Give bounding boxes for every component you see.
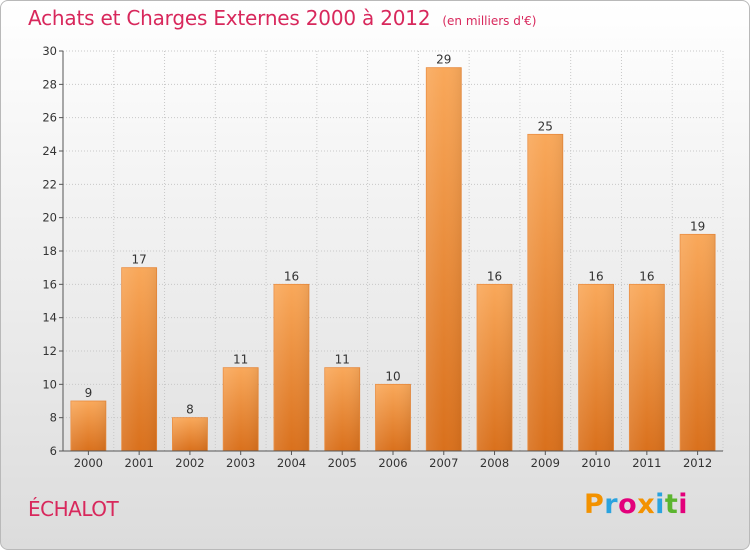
chart-subtitle: (en milliers d'€): [442, 14, 537, 28]
bar-shading: [527, 134, 563, 452]
y-tick-label: 24: [42, 144, 57, 158]
bar-shading: [324, 367, 360, 451]
x-tick-label: 2006: [378, 456, 407, 470]
x-tick-label: 2007: [429, 456, 458, 470]
x-tick-label: 2011: [632, 456, 661, 470]
bar-shading: [629, 284, 665, 451]
x-tick-label: 2012: [683, 456, 712, 470]
y-tick-label: 14: [42, 311, 57, 325]
x-tick-label: 2001: [125, 456, 154, 470]
y-tick-label: 8: [50, 411, 57, 425]
bar-shading: [121, 267, 157, 451]
x-tick-label: 2005: [328, 456, 357, 470]
axes: 6 8 10 12 14 16 18 20 22 24 26 28 30 2000 2001 2002 2003…: [42, 44, 723, 470]
y-tick-label: 10: [42, 377, 57, 391]
bar-shading: [70, 401, 106, 451]
x-tick-label: 2000: [74, 456, 103, 470]
y-tick-label: 6: [50, 444, 57, 458]
y-tick-label: 20: [42, 211, 57, 225]
data-label: 17: [132, 253, 147, 267]
x-tick-label: 2008: [480, 456, 509, 470]
bars: [70, 67, 716, 452]
y-tick-label: 12: [42, 344, 57, 358]
bar-shading: [578, 284, 614, 451]
data-label: 16: [487, 269, 502, 283]
logo-letter: o: [618, 489, 638, 520]
data-label: 9: [85, 386, 93, 400]
data-labels: 9 17 8 11 16 11 10 29 16 25 16 16 19: [85, 53, 706, 417]
data-label: 29: [436, 53, 451, 67]
logo-letter: P: [584, 489, 605, 520]
bar-shading: [477, 284, 513, 451]
data-label: 25: [538, 119, 553, 133]
commune-name: ÉCHALOT: [28, 497, 119, 521]
y-tick-label: 30: [42, 44, 57, 58]
title-block: Achats et Charges Externes 2000 à 2012 (e…: [28, 6, 536, 30]
y-tick-label: 18: [42, 244, 57, 258]
logo-letter: i: [655, 489, 665, 520]
y-tick-label: 28: [42, 77, 57, 91]
y-tick-label: 16: [42, 277, 57, 291]
x-tick-label: 2002: [175, 456, 204, 470]
data-label: 11: [335, 353, 350, 367]
data-label: 16: [588, 269, 603, 283]
logo-letter: i: [678, 489, 689, 520]
x-tick-label: 2003: [226, 456, 255, 470]
data-label: 16: [284, 269, 299, 283]
bar-shading: [375, 384, 411, 451]
data-label: 19: [690, 219, 705, 233]
y-tick-label: 26: [42, 111, 57, 125]
data-label: 16: [639, 269, 654, 283]
chart-title: Achats et Charges Externes 2000 à 2012: [28, 6, 431, 30]
bar-shading: [273, 284, 309, 451]
data-label: 10: [385, 369, 400, 383]
logo-letter: r: [604, 489, 619, 520]
bar-shading: [680, 234, 716, 451]
data-label: 8: [186, 403, 194, 417]
logo-letter: t: [664, 489, 679, 520]
x-tick-label: 2010: [581, 456, 610, 470]
y-tick-label: 22: [42, 177, 57, 191]
x-tick-label: 2009: [531, 456, 560, 470]
data-label: 11: [233, 353, 248, 367]
logo-letter: x: [637, 489, 656, 520]
bar-shading: [223, 367, 259, 451]
bar-shading: [426, 67, 462, 452]
x-tick-label: 2004: [277, 456, 306, 470]
bar-shading: [172, 417, 208, 451]
proxiti-logo[interactable]: Proxiti: [584, 489, 688, 520]
